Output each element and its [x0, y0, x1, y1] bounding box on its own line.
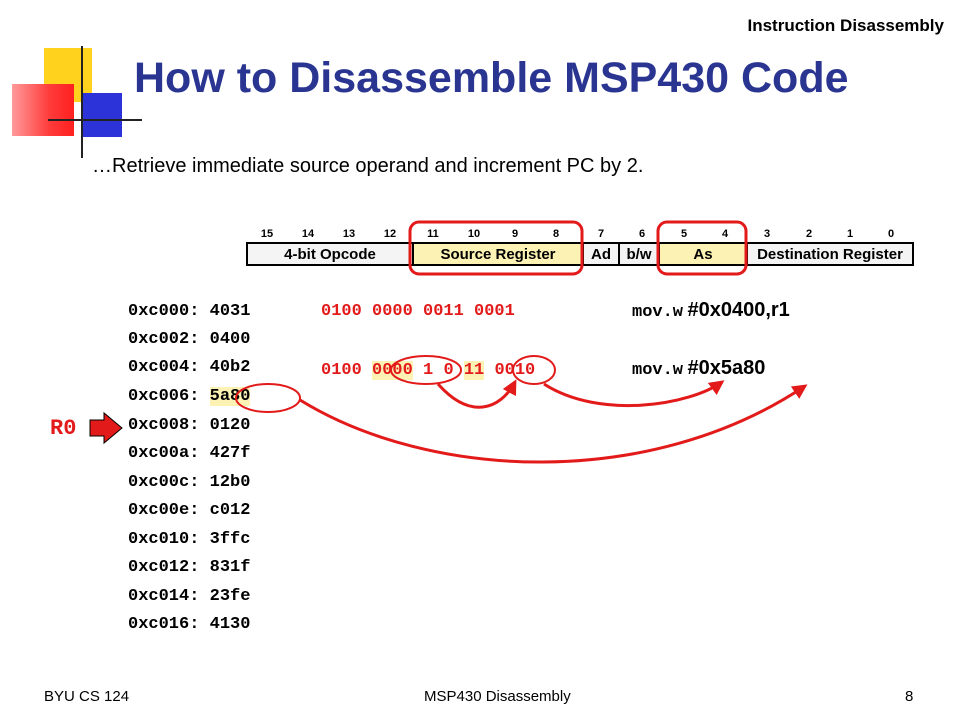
- bit-number: 8: [552, 228, 560, 240]
- source-register-highlight-box: [408, 220, 584, 276]
- field-opcode: 4-bit Opcode: [248, 244, 414, 264]
- bit-number: 13: [342, 228, 356, 240]
- bit-number: 14: [301, 228, 315, 240]
- footer-course: BYU CS 124: [44, 688, 130, 705]
- bit-number: 6: [638, 228, 646, 240]
- decorative-red-square: [12, 84, 74, 136]
- bit-fields: 4-bit Opcode Source Register Ad b/w As D…: [246, 242, 914, 266]
- memory-line: 0xc010: 3ffc: [128, 530, 250, 549]
- disassembly-line-1: mov.w #0x0400,r1: [632, 299, 790, 322]
- memory-line: 0xc002: 0400: [128, 330, 250, 349]
- bit-number: 5: [680, 228, 688, 240]
- bit-number: 4: [721, 228, 729, 240]
- decorative-horizontal-line: [48, 119, 142, 121]
- decorative-blue-square: [82, 93, 122, 137]
- bit-number: 3: [763, 228, 771, 240]
- memory-line: 0xc016: 4130: [128, 615, 250, 634]
- bit-number: 9: [511, 228, 519, 240]
- page-title: How to Disassemble MSP430 Code: [134, 54, 849, 102]
- memory-line: 0xc00e: c012: [128, 501, 250, 520]
- bits-source-register: 0000: [372, 361, 413, 380]
- memory-address: 0xc006:: [128, 387, 200, 406]
- bits-bw: 0: [443, 361, 454, 380]
- field-source-register: Source Register: [414, 244, 584, 264]
- bits-destination-register: 0010: [494, 361, 536, 380]
- bit-number: 15: [260, 228, 274, 240]
- topic-label: Instruction Disassembly: [747, 16, 944, 35]
- mnemonic: mov.w: [632, 361, 684, 380]
- memory-value: 4130: [209, 615, 251, 634]
- memory-line: 0xc004: 40b2: [128, 358, 250, 377]
- subtitle: …Retrieve immediate source operand and i…: [92, 155, 644, 177]
- decorative-vertical-line: [81, 46, 83, 158]
- memory-value: 831f: [209, 558, 251, 577]
- memory-line: 0xc000: 4031: [128, 302, 250, 321]
- operand: #0x5a80: [687, 357, 766, 379]
- memory-value: 23fe: [209, 587, 251, 606]
- memory-address: 0xc004:: [128, 358, 200, 377]
- memory-address: 0xc016:: [128, 615, 200, 634]
- bit-number: 1: [846, 228, 854, 240]
- mnemonic: mov.w: [632, 303, 684, 322]
- memory-line: 0xc00a: 427f: [128, 444, 250, 463]
- memory-value: 0400: [209, 330, 251, 349]
- memory-address: 0xc00a:: [128, 444, 200, 463]
- memory-line: 0xc014: 23fe: [128, 587, 250, 606]
- memory-line: 0xc012: 831f: [128, 558, 250, 577]
- arrow-src-to-as: [436, 379, 517, 409]
- memory-value: 427f: [209, 444, 251, 463]
- memory-address: 0xc000:: [128, 302, 200, 321]
- memory-address: 0xc008:: [128, 416, 200, 435]
- page-number: 8: [905, 688, 914, 705]
- memory-address: 0xc00e:: [128, 501, 200, 520]
- bit-number: 0: [887, 228, 895, 240]
- memory-address: 0xc002:: [128, 330, 200, 349]
- bits-ad: 1: [423, 361, 434, 380]
- source-register-bits-circle: [390, 355, 462, 385]
- memory-address: 0xc012:: [128, 558, 200, 577]
- instruction-format-diagram: 15 14 13 12 11 10 9 8 7 6 5 4 3 2 1 0 4-…: [246, 228, 914, 266]
- bit-number: 10: [467, 228, 481, 240]
- footer-title: MSP430 Disassembly: [424, 688, 571, 705]
- binary-decode-line-2: 0100 0000 1 0 11 0010: [321, 361, 535, 380]
- pc-pointer-label: R0: [50, 416, 77, 441]
- memory-value: 3ffc: [209, 530, 251, 549]
- arrow-as-to-operand: [543, 380, 725, 407]
- bit-number: 7: [597, 228, 605, 240]
- as-bits-circle: [512, 355, 556, 385]
- memory-value: 12b0: [209, 473, 251, 492]
- immediate-value-circle: [235, 383, 301, 413]
- memory-line: 0xc00c: 12b0: [128, 473, 250, 492]
- bit-number: 2: [805, 228, 813, 240]
- memory-address: 0xc014:: [128, 587, 200, 606]
- memory-value: c012: [209, 501, 251, 520]
- arrow-immediate-to-operand: [299, 384, 808, 464]
- disassembly-line-2: mov.w #0x5a80: [632, 357, 765, 380]
- as-field-highlight-box: [656, 220, 748, 276]
- memory-address: 0xc010:: [128, 530, 200, 549]
- memory-value: 0120: [209, 416, 251, 435]
- bit-numbers: 15 14 13 12 11 10 9 8 7 6 5 4 3 2 1 0: [246, 228, 914, 242]
- bit-number: 12: [383, 228, 397, 240]
- memory-line: 0xc008: 0120: [128, 416, 250, 435]
- arrow-right-icon: [89, 411, 123, 445]
- field-ad: Ad: [584, 244, 620, 264]
- bits-opcode: 0100: [321, 361, 362, 380]
- field-destination-register: Destination Register: [757, 245, 903, 263]
- bit-number: 11: [427, 228, 439, 240]
- memory-address: 0xc00c:: [128, 473, 200, 492]
- memory-value: 40b2: [209, 358, 251, 377]
- binary-decode-line-1: 0100 0000 0011 0001: [321, 302, 515, 321]
- bits-as: 11: [463, 361, 485, 380]
- memory-value: 4031: [209, 302, 251, 321]
- operand: #0x0400,r1: [687, 299, 790, 321]
- field-as: As: [660, 244, 748, 264]
